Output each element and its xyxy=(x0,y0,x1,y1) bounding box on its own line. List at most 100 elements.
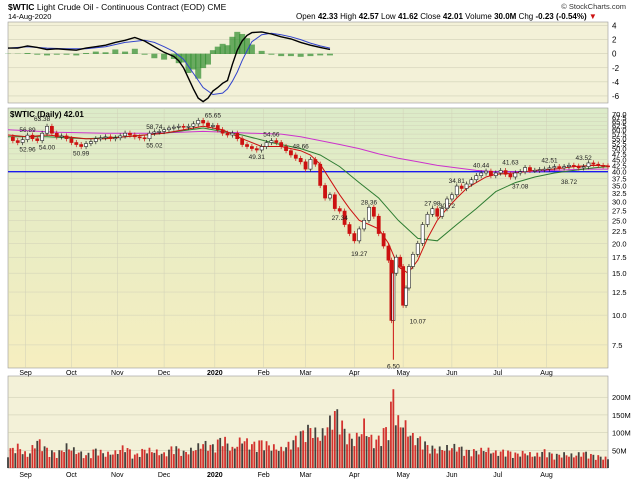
candle-body xyxy=(25,134,30,140)
x-axis-labels: Sep Oct Nov Dec 2020 Feb Mar Apr May Jun Jul Aug Sep… xyxy=(19,370,553,479)
volume-bar xyxy=(458,447,461,468)
volume-bar xyxy=(224,436,226,468)
volume-bar xyxy=(138,456,141,468)
volume-bar xyxy=(165,456,168,468)
volume-bar xyxy=(19,449,22,468)
volume-bar xyxy=(265,441,268,468)
volume-bar xyxy=(331,429,334,468)
candle-body xyxy=(454,185,459,196)
price-annotation: 41.63 xyxy=(502,160,519,167)
volume-bar xyxy=(343,428,346,468)
candle-body xyxy=(601,165,606,167)
volume-bar xyxy=(109,454,112,468)
candle-body xyxy=(40,132,45,141)
chg-label: Chg xyxy=(518,12,534,21)
candle-body xyxy=(142,137,147,140)
low-value: 41.62 xyxy=(397,12,418,21)
candle-body xyxy=(367,206,371,221)
candle-body xyxy=(137,136,142,139)
volume-bar xyxy=(521,450,524,468)
candle-body xyxy=(289,150,293,156)
price-tick-label: 70.0 xyxy=(612,110,627,119)
volume-bar xyxy=(114,450,117,468)
candle-body xyxy=(20,139,25,143)
volume-bar xyxy=(511,457,514,468)
candle-body xyxy=(157,131,162,133)
volume-bar xyxy=(582,452,585,468)
volume-bar xyxy=(199,448,202,468)
histogram-bar xyxy=(248,44,255,54)
volume-bar xyxy=(392,389,395,468)
candle-body xyxy=(201,120,206,124)
price-annotation: 42.51 xyxy=(541,157,558,164)
candle-body xyxy=(103,136,108,139)
candle-body xyxy=(35,138,40,141)
volume-bar xyxy=(399,427,402,468)
candle-body xyxy=(308,159,313,170)
volume-bar xyxy=(207,450,209,468)
candle-body xyxy=(210,125,215,127)
candle-body xyxy=(176,126,181,128)
histogram-bar xyxy=(205,53,211,65)
open-value: 42.33 xyxy=(317,12,338,21)
volume-bar xyxy=(226,443,229,468)
chart-date: 14-Aug-2020 xyxy=(8,12,52,21)
histogram-bar xyxy=(141,53,148,55)
volume-bar xyxy=(385,427,387,468)
volume-bar xyxy=(155,449,158,468)
volume-bar xyxy=(233,448,236,468)
x-tick-label: Oct xyxy=(66,370,77,377)
instrument-name: Light Crude Oil - Continuous Contract (E… xyxy=(36,2,206,12)
volume-bar xyxy=(507,450,509,468)
volume-bar xyxy=(465,449,468,468)
volume-bar xyxy=(382,428,385,468)
volume-bar xyxy=(594,459,597,468)
chart-title: $WTIC Light Crude Oil - Continuous Contr… xyxy=(8,2,226,12)
candle-body xyxy=(386,245,391,261)
volume-bar xyxy=(516,453,519,468)
volume-bar xyxy=(77,452,80,468)
volume-bar xyxy=(519,456,522,468)
volume-bar xyxy=(546,457,548,468)
candle-body xyxy=(245,144,249,147)
price-panel-title: $WTIC (Daily) 42.01 xyxy=(10,110,84,119)
volume-bar xyxy=(543,449,546,468)
volume-bar xyxy=(60,450,63,468)
volume-tick-label: 100M xyxy=(612,429,631,438)
volume-bar xyxy=(387,440,390,468)
volume-bar xyxy=(485,451,487,468)
volume-bar xyxy=(414,445,417,468)
volume-bar xyxy=(455,451,458,468)
volume-bar xyxy=(99,449,102,468)
candle-body xyxy=(318,163,323,186)
histogram-bar xyxy=(102,52,109,54)
volume-label: Volume xyxy=(465,12,492,21)
volume-bar xyxy=(302,430,305,468)
volume-bar xyxy=(7,457,9,468)
price-annotation: 40.44 xyxy=(473,163,490,170)
candle-body xyxy=(328,194,332,199)
volume-bar xyxy=(448,450,451,468)
histogram-bar xyxy=(258,50,265,54)
volume-bar xyxy=(580,456,583,468)
volume-bar xyxy=(185,451,187,468)
price-tick-label: 57.5 xyxy=(612,130,627,139)
price-annotation: 34.81 xyxy=(449,178,466,185)
candle-body xyxy=(152,131,157,134)
volume-bar xyxy=(604,456,607,468)
volume-bar xyxy=(390,401,392,468)
price-tick-label: 7.5 xyxy=(612,341,622,350)
volume-bar xyxy=(141,448,144,468)
volume-bar xyxy=(280,446,283,468)
volume-bar xyxy=(531,456,534,468)
histogram-bar xyxy=(195,53,202,79)
candle-body xyxy=(313,159,318,165)
volume-bar xyxy=(597,455,600,468)
candle-body xyxy=(98,137,103,140)
volume-bar xyxy=(192,451,195,468)
volume-bar xyxy=(575,455,578,468)
volume-bar xyxy=(497,455,500,468)
volume-bar xyxy=(514,452,517,468)
volume-bar xyxy=(68,449,70,468)
volume-bar xyxy=(297,447,300,468)
